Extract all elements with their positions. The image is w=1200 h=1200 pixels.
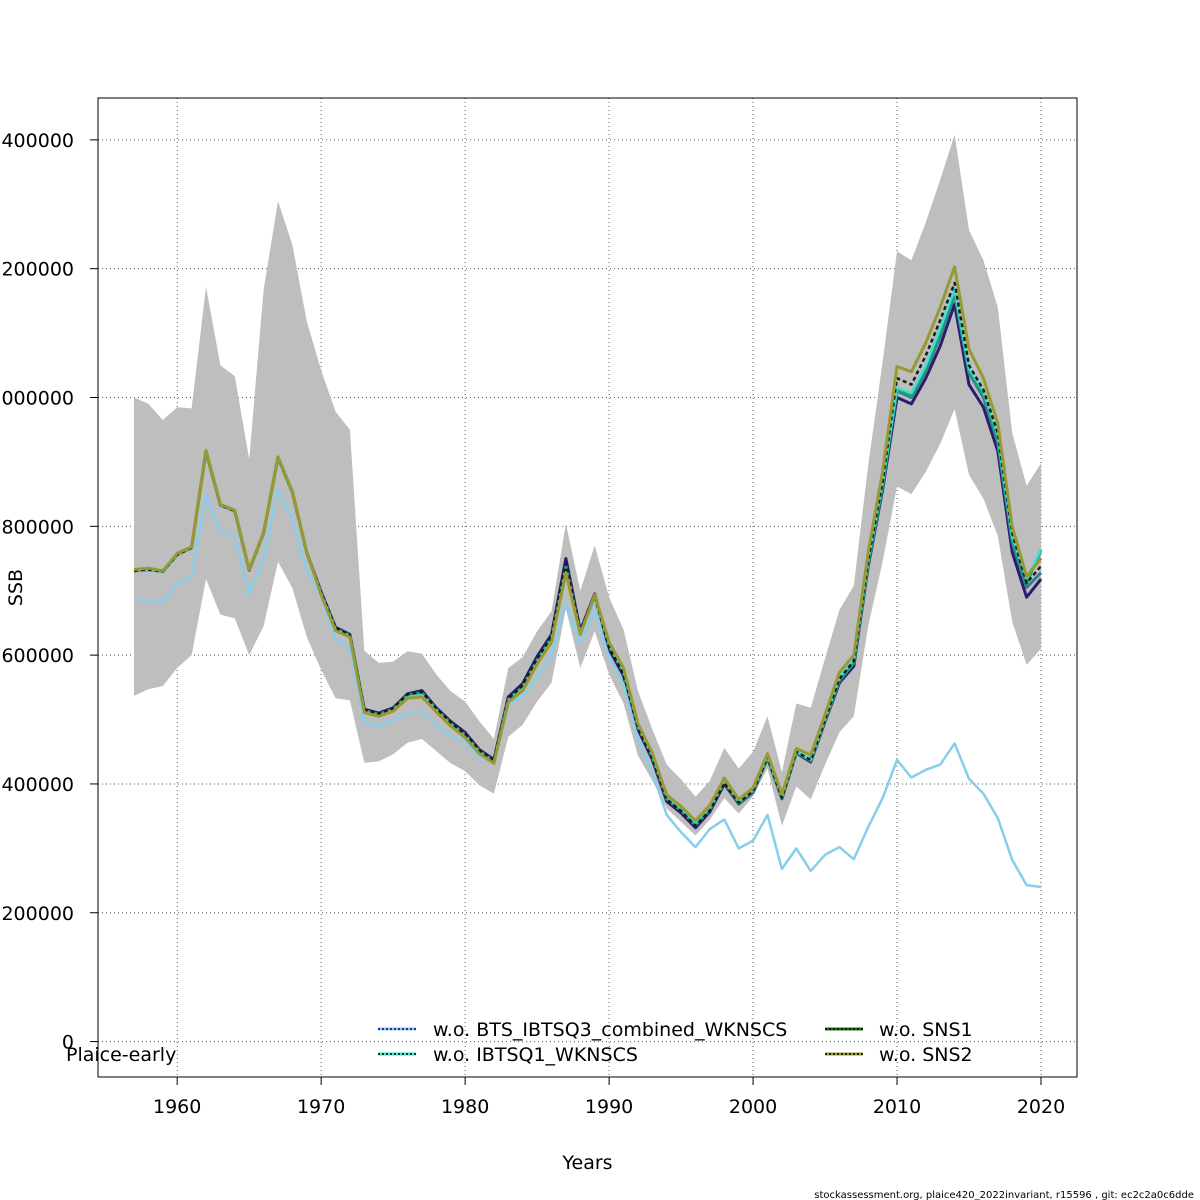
legend-label: w.o. IBTSQ1_WKNSCS [433, 1044, 638, 1066]
y-tick-label: 800000 [1, 516, 74, 538]
y-tick-label: 0 [62, 1032, 74, 1054]
y-axis-label: SSB [5, 569, 27, 606]
legend-label: w.o. BTS_IBTSQ3_combined_WKNSCS [433, 1019, 787, 1041]
x-tick-label: 1990 [585, 1096, 633, 1118]
y-tick-label: 1000000 [0, 387, 74, 409]
confidence-band [134, 134, 1041, 836]
corner-label: Plaice-early [66, 1044, 176, 1066]
y-axis: 0 200000 400000 600000 800000 1000000 1200000 1… [0, 130, 98, 1054]
series-lines [133, 265, 1043, 889]
y-tick-label: 1200000 [0, 259, 74, 281]
plot-frame [97, 97, 1078, 1078]
y-tick-label: 200000 [1, 903, 74, 925]
series-line [133, 487, 1042, 889]
legend-label: w.o. SNS1 [879, 1019, 973, 1041]
x-tick-label: 1960 [153, 1096, 201, 1118]
y-tick-label: 1400000 [0, 130, 74, 152]
legend: w.o. BTS_IBTSQ3_combined_WKNSCS w.o. IBTS… [378, 1019, 973, 1066]
y-tick-label: 400000 [1, 774, 74, 796]
confidence-band-area [134, 134, 1041, 836]
x-tick-label: 2000 [729, 1096, 777, 1118]
series-line [133, 265, 1043, 823]
x-tick-label: 1970 [297, 1096, 345, 1118]
x-axis: 1960 1970 1980 1990 2000 2010 2020 [153, 1077, 1065, 1118]
legend-label: w.o. SNS2 [879, 1044, 973, 1066]
y-tick-label: 600000 [1, 645, 74, 667]
x-tick-label: 2010 [873, 1096, 921, 1118]
x-tick-label: 2020 [1017, 1096, 1065, 1118]
x-tick-label: 1980 [441, 1096, 489, 1118]
footer-credit: stockassessment.org, plaice420_2022invar… [814, 1190, 1194, 1200]
x-axis-label: Years [561, 1152, 612, 1174]
